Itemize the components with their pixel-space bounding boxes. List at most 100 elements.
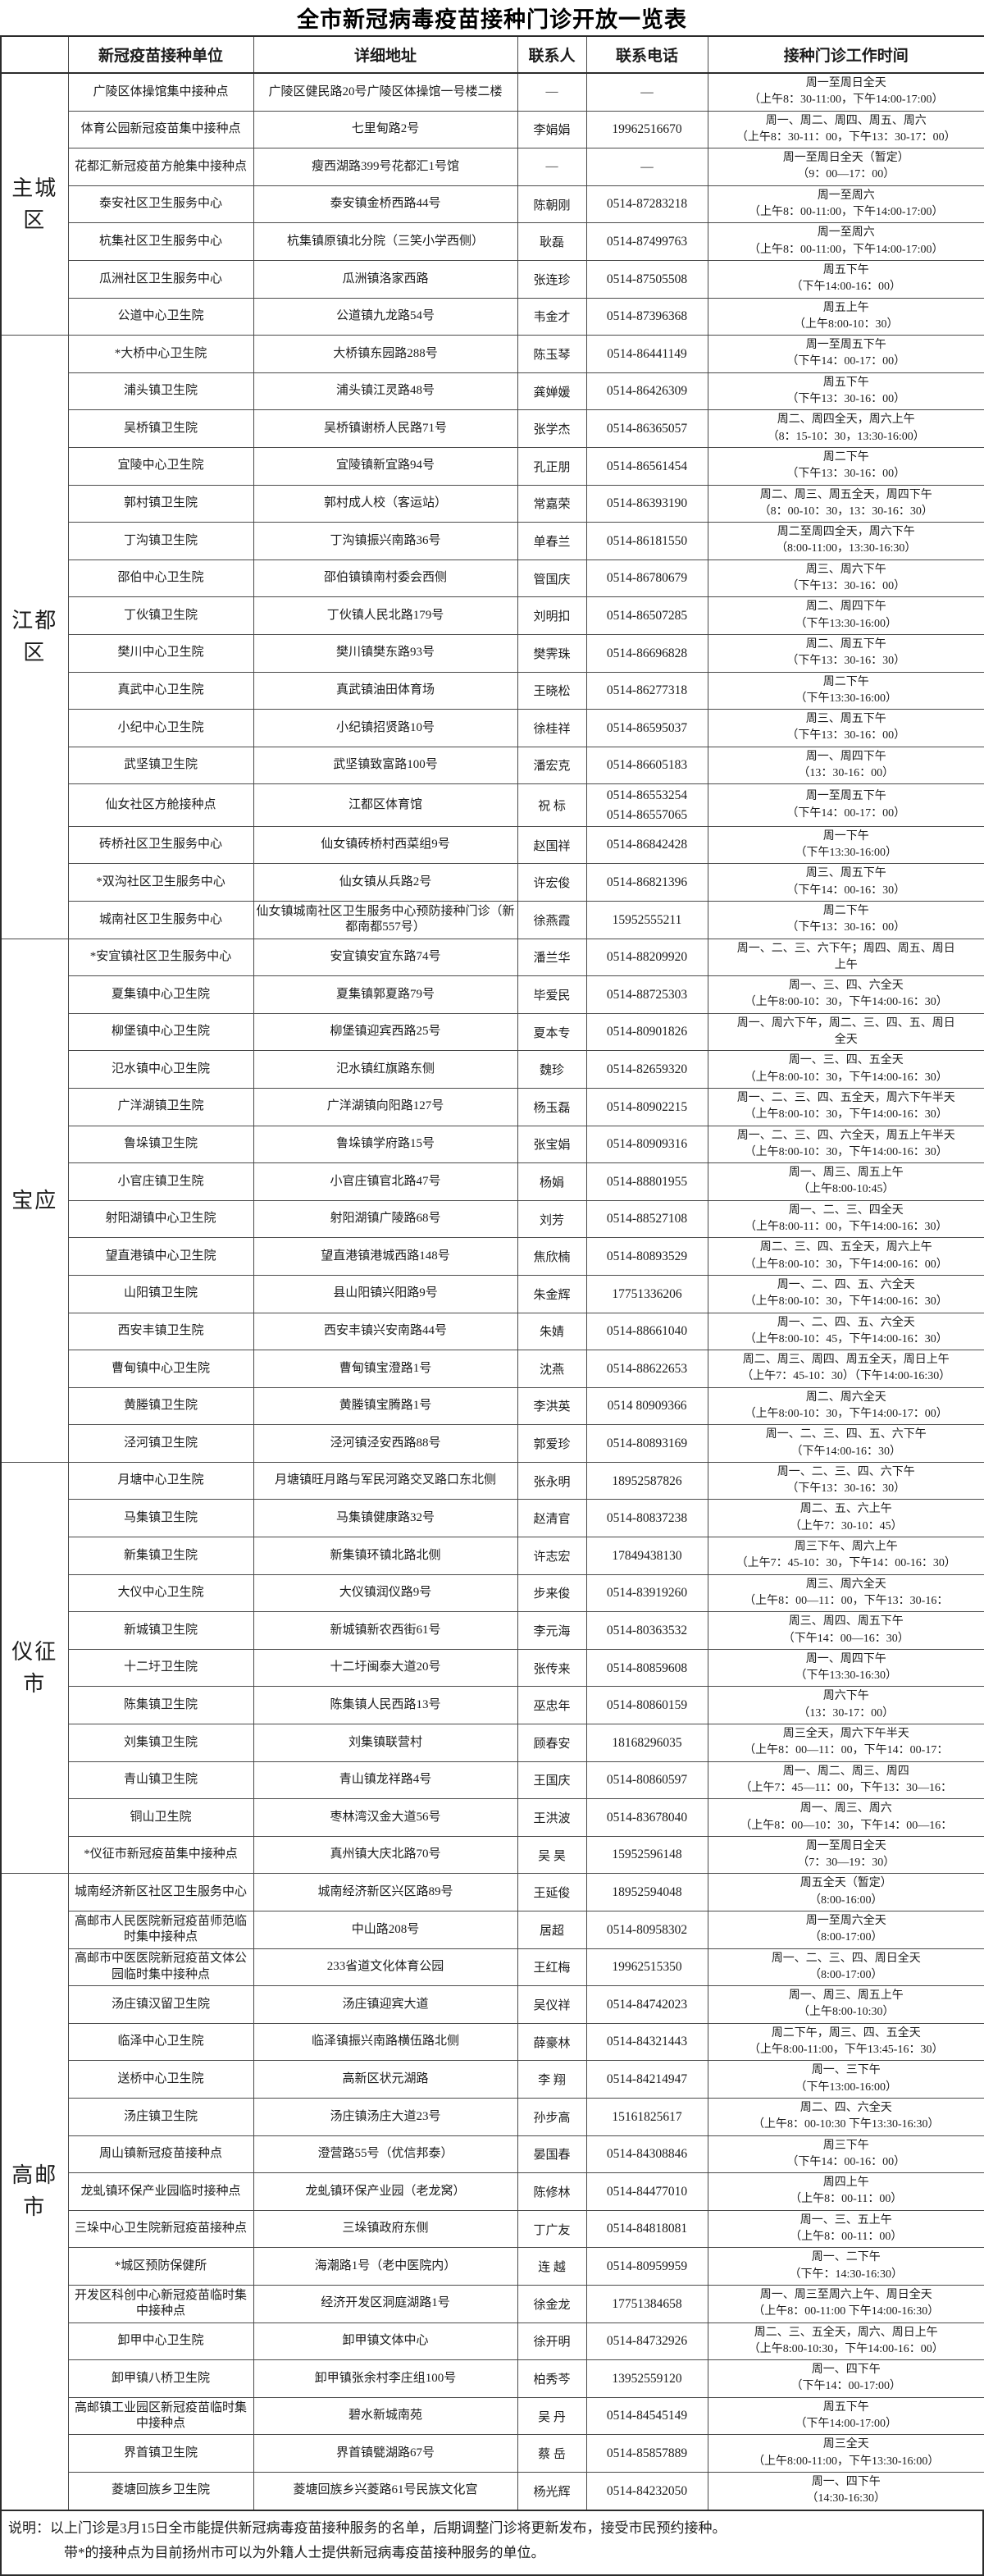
header-row: 新冠疫苗接种单位 详细地址 联系人 联系电话 接种门诊工作时间 xyxy=(0,35,984,74)
table-row: 郭村镇卫生院 郭村成人校（客运站） 常嘉荣 0514-86393190 周二、周三、周五… xyxy=(1,484,984,523)
hours-line: （上午8:00-10：30，下午14:00-16：30） xyxy=(744,1295,948,1309)
hours-line: 周一至周六 xyxy=(817,189,875,202)
table-row: 铜山卫生院 枣林湾汉金大道56号 王洪波 0514-83678040 周一、周三、周六 （… xyxy=(1,1798,984,1837)
unit-cell: 高邮市中医医院新冠疫苗文体公园临时集中接种点 xyxy=(67,1948,254,1987)
address-cell: 鲁垛镇学府路15号 xyxy=(253,1125,518,1164)
phone-cell: 0514-86507285 xyxy=(585,596,708,635)
address-cell: 卸甲镇张余村李庄组100号 xyxy=(253,2359,518,2398)
hours-cell: 周二下午 （下午13：30-16：00） xyxy=(707,446,984,486)
phone-cell: 15952596148 xyxy=(585,1835,708,1875)
phone-cell: 0514-86821396 xyxy=(585,863,708,902)
phone-cell: 0514-85857889 xyxy=(585,2434,708,2473)
phone-cell: — xyxy=(585,72,708,112)
hours-cell: 周三、周六全天 （上午8：00—11：00，下午13：30-16： xyxy=(707,1573,984,1613)
table-row: 射阳湖镇中心卫生院 射阳湖镇广陵路68号 刘芳 0514-88527108 周一、二、三… xyxy=(1,1199,984,1239)
contact-cell: 王晓松 xyxy=(517,671,587,710)
address-cell: 新集镇环镇北路北侧 xyxy=(253,1537,518,1575)
hours-cell: 周一、二、四、五、六全天 （上午8:00-10：45，下午14:00-16：30） xyxy=(707,1312,984,1351)
contact-cell: 夏本专 xyxy=(517,1012,587,1052)
hours-line: （上午8:00-11:00，下午13:30-16:00） xyxy=(753,2455,940,2468)
phone-cell: 0514-84232050 xyxy=(585,2471,708,2511)
unit-cell: *城区预防保健所 xyxy=(67,2247,254,2286)
phone-cell: 0514-86181550 xyxy=(585,522,708,560)
unit-cell: *大桥中心卫生院 xyxy=(67,335,254,373)
hours-cell: 周一至周六 （上午8：00-11:00，下午14:00-17:00） xyxy=(707,222,984,261)
address-cell: 真州镇大庆北路70号 xyxy=(253,1835,518,1875)
hours-line: （下午13：30-16：30） xyxy=(786,1482,906,1496)
unit-cell: 陈集镇卫生院 xyxy=(67,1686,254,1725)
hours-line: 周二、周六全天 xyxy=(805,1391,886,1404)
phone-cell: 0514-86780679 xyxy=(585,559,708,598)
hours-line: （上午8:00-10：30，下午14:00-16：30） xyxy=(744,1108,948,1121)
header-unit: 新冠疫苗接种单位 xyxy=(67,35,254,74)
address-cell: 汤庄镇汤庄大道23号 xyxy=(253,2097,518,2136)
hours-line: 周一、周二、周四、周五、周六 xyxy=(765,114,927,127)
table-row: 花都汇新冠疫苗方舱集中接种点 瘦西湖路399号花都汇1号馆 — — 周一至周日全天（暂定… xyxy=(1,148,984,186)
address-cell: 临泽镇振兴南路横伍路北侧 xyxy=(253,2022,518,2062)
contact-cell: 丁广友 xyxy=(517,2209,587,2249)
unit-cell: 体育公园新冠疫苗集中接种点 xyxy=(67,110,254,149)
hours-line: 周三全天，周六下午半天 xyxy=(782,1728,909,1741)
contact-cell: 韦金才 xyxy=(517,297,587,336)
phone-cell: 13952559120 xyxy=(585,2359,708,2398)
table-row: 菱塘回族乡卫生院 菱塘回族乡兴菱路61号民族文化宫 杨光辉 0514-84232050… xyxy=(1,2471,984,2511)
phone-cell: 0514-87283218 xyxy=(585,185,708,224)
address-cell: 望直港镇港城西路148号 xyxy=(253,1237,518,1276)
hours-line: 周三全天 xyxy=(822,2438,869,2451)
contact-cell: 朱婧 xyxy=(517,1312,587,1351)
contact-cell: 王红梅 xyxy=(517,1948,587,1987)
contact-cell: 沈燕 xyxy=(517,1350,587,1388)
hours-cell: 周六下午 （13：30-17：00） xyxy=(707,1686,984,1725)
hours-line: 周一、二、三、四、六全天，周五上午半天 xyxy=(736,1129,955,1142)
hours-line: （上午8：00—10：30，下午14：00—16： xyxy=(740,1819,953,1832)
unit-cell: 郭村镇卫生院 xyxy=(67,484,254,523)
table-row: 十二圩卫生院 十二圩闽泰大道20号 张传来 0514-80859608 周一、周四下午 （… xyxy=(1,1648,984,1688)
hours-line: 周二、周四下午 xyxy=(805,601,886,614)
hours-line: （8:00-16:00） xyxy=(809,1893,883,1907)
hours-line: 周一、三、四、五全天 xyxy=(788,1054,904,1067)
table-row: 吴桥镇卫生院 吴桥镇谢桥人民路71号 张学杰 0514-86365057 周二、周四全天… xyxy=(1,409,984,448)
hours-line: （上午8:00-10：30，下午14:00-17：00） xyxy=(744,1407,948,1420)
address-cell: 氾水镇红旗路东侧 xyxy=(253,1050,518,1089)
address-cell: 界首镇甓湖路67号 xyxy=(253,2434,518,2473)
hours-line: （上午7：45-10：30，下午14：00-16：30） xyxy=(736,1557,956,1570)
hours-line: （14:30-16:30） xyxy=(806,2492,886,2505)
hours-line: 周一、二、四、五、六全天 xyxy=(777,1278,915,1291)
phone-cell: 0514-86277318 xyxy=(585,671,708,710)
hours-line: 周二、周三、周四、周五全天，周日上午 xyxy=(742,1354,950,1367)
table-row: 鲁垛镇卫生院 鲁垛镇学府路15号 张宝娟 0514-80909316 周一、二、三、四、… xyxy=(1,1125,984,1164)
hours-cell: 周一、周三、周六 （上午8：00—10：30，下午14：00—16： xyxy=(707,1798,984,1837)
phone-cell: 0514-80909316 xyxy=(585,1125,708,1164)
unit-cell: 界首镇卫生院 xyxy=(67,2434,254,2473)
table-row: 杭集社区卫生服务中心 杭集镇原镇北分院（三笑小学西侧） 耿磊 0514-8749976… xyxy=(1,222,984,261)
hours-cell: 周二、周四下午 （下午13:30-16:00） xyxy=(707,596,984,635)
unit-cell: 小纪中心卫生院 xyxy=(67,709,254,747)
hours-line: （13：30-16：00） xyxy=(798,766,895,779)
phone-cell: 0514-80901826 xyxy=(585,1012,708,1052)
hours-line: （上午8:00-10：30，下午14:00-16：30） xyxy=(744,996,948,1009)
phone-cell: 0514-80837238 xyxy=(585,1499,708,1538)
address-cell: 三垛镇政府东侧 xyxy=(253,2209,518,2249)
contact-cell: 顾春安 xyxy=(517,1724,587,1762)
hours-cell: 周二、周三、周四、周五全天，周日上午 （上午7：45-10：30）（下午14:00… xyxy=(707,1350,984,1388)
unit-cell: 山阳镇卫生院 xyxy=(67,1274,254,1313)
hours-line: （下午13:30-16:30） xyxy=(795,1669,897,1683)
address-cell: 七里甸路2号 xyxy=(253,110,518,149)
table-row: 小纪中心卫生院 小纪镇招贤路10号 徐桂祥 0514-86595037 周三、周五下午 （… xyxy=(1,709,984,747)
hours-line: 周三、周六全天 xyxy=(805,1578,886,1591)
unit-cell: 泰安社区卫生服务中心 xyxy=(67,185,254,224)
hours-cell: 周五上午 （上午8:00-10：30） xyxy=(707,297,984,336)
address-cell: 大桥镇东园路288号 xyxy=(253,335,518,373)
unit-cell: 城南社区卫生服务中心 xyxy=(67,900,254,939)
unit-cell: 广洋湖镇卫生院 xyxy=(67,1087,254,1126)
unit-cell: 马集镇卫生院 xyxy=(67,1499,254,1538)
hours-cell: 周四上午 （上午8：00-11：00） xyxy=(707,2172,984,2211)
hours-line: （下午14:00-16：00） xyxy=(790,281,902,294)
phone-cell: 0514-88209920 xyxy=(585,938,708,977)
hours-line: （下午13:30-16:00） xyxy=(795,847,897,860)
contact-cell: 郭爱珍 xyxy=(517,1424,587,1463)
contact-cell: 潘兰华 xyxy=(517,938,587,977)
hours-cell: 周一至周六全天 （8:00-17:00） xyxy=(707,1911,984,1949)
phone-cell: 15952555211 xyxy=(585,900,708,939)
hours-line: 周二下午 xyxy=(822,675,869,688)
